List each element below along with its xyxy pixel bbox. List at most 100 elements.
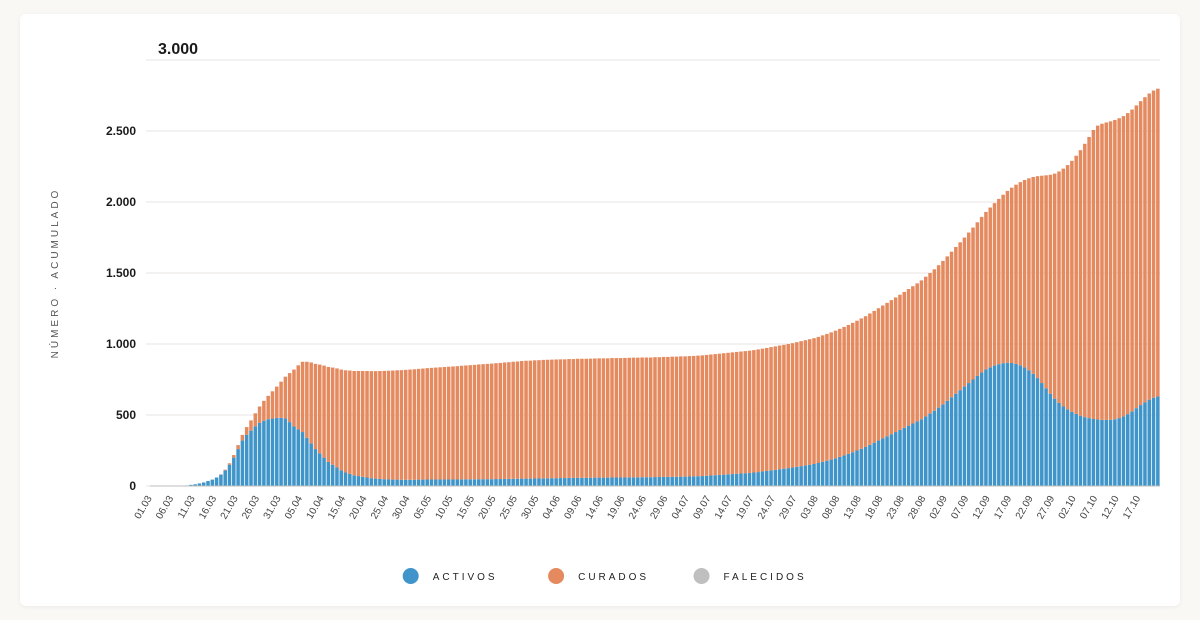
bar-activos [447, 479, 451, 486]
y-tick-label: 1.500 [106, 266, 136, 280]
bar-activos [688, 476, 692, 486]
bar-curados [1147, 94, 1151, 400]
legend-swatch-falecidos [694, 568, 710, 584]
bar-curados [675, 357, 679, 477]
bar-curados [954, 247, 958, 394]
bar-curados [1062, 169, 1066, 407]
bar-activos [782, 469, 786, 486]
bar-activos [344, 473, 348, 486]
bar-activos [623, 477, 627, 486]
bar-activos [743, 473, 747, 486]
bar-activos [1031, 374, 1035, 486]
bar-activos [1135, 408, 1139, 486]
bar-activos [860, 449, 864, 486]
bar-activos [907, 426, 911, 486]
bar-curados [464, 365, 468, 479]
bar-activos [842, 455, 846, 486]
x-tick-label: 16.03 [197, 494, 219, 522]
bar-curados [486, 364, 490, 479]
bar-curados [924, 277, 928, 417]
bar-curados [507, 362, 511, 479]
bar-activos [928, 414, 932, 486]
bar-activos [258, 423, 262, 486]
bar-activos [348, 474, 352, 486]
bar-activos [537, 478, 541, 486]
x-tick-label: 04.07 [670, 494, 692, 522]
bar-curados [245, 427, 249, 435]
bar-activos [1139, 405, 1143, 486]
bar-activos [580, 478, 584, 486]
bar-curados [804, 340, 808, 465]
bar-activos [284, 419, 288, 486]
bar-activos [370, 478, 374, 486]
bar-activos [937, 408, 941, 486]
x-tick-label: 19.07 [734, 494, 756, 522]
bar-curados [933, 269, 937, 410]
bar-activos [206, 481, 210, 486]
bar-activos [1087, 418, 1091, 486]
x-tick-label: 05.04 [283, 494, 305, 522]
bar-curados [976, 222, 980, 376]
bar-curados [1109, 121, 1113, 419]
bar-curados [511, 362, 515, 479]
bar-activos [524, 479, 528, 486]
bar-curados [468, 365, 472, 479]
bar-curados [692, 356, 696, 476]
bar-activos [1109, 420, 1113, 486]
bar-activos [456, 479, 460, 486]
bar-activos [954, 394, 958, 486]
bar-activos [339, 470, 343, 486]
bar-curados [988, 208, 992, 368]
bar-activos [309, 443, 313, 486]
bar-curados [275, 387, 279, 418]
bar-curados [413, 369, 417, 479]
bar-activos [713, 475, 717, 486]
bar-curados [705, 355, 709, 476]
bar-activos [941, 404, 945, 486]
bar-activos [382, 479, 386, 486]
bar-activos [468, 479, 472, 486]
bar-curados [1014, 185, 1018, 364]
bar-curados [292, 370, 296, 427]
bar-activos [563, 478, 567, 486]
legend-label-curados: CURADOS [578, 572, 649, 583]
bar-activos [1049, 394, 1053, 486]
x-tick-label: 10.05 [434, 494, 456, 522]
bar-curados [391, 371, 395, 480]
bar-activos [1100, 420, 1104, 486]
bar-curados [1143, 97, 1147, 402]
bar-curados [640, 357, 644, 477]
bar-activos [443, 479, 447, 486]
bar-curados [696, 356, 700, 477]
bar-activos [722, 475, 726, 486]
bar-curados [658, 357, 662, 477]
bar-curados [782, 345, 786, 469]
bar-curados [1066, 165, 1070, 409]
bar-curados [709, 355, 713, 476]
bar-activos [395, 480, 399, 486]
bar-activos [799, 466, 803, 486]
bar-curados [503, 362, 507, 478]
x-tick-label: 23.08 [885, 494, 907, 522]
bar-activos [885, 436, 889, 486]
bar-activos [451, 479, 455, 486]
bar-curados [881, 306, 885, 439]
bar-curados [911, 286, 915, 423]
x-tick-label: 29.06 [648, 494, 670, 522]
bar-curados [322, 366, 326, 458]
bar-curados [1036, 176, 1040, 378]
bar-activos [1027, 370, 1031, 486]
bar-activos [494, 479, 498, 486]
bar-activos [817, 463, 821, 486]
bar-curados [679, 356, 683, 476]
bar-curados [713, 354, 717, 475]
bar-activos [1143, 402, 1147, 486]
x-tick-label: 24.06 [627, 494, 649, 522]
bar-curados [838, 329, 842, 457]
legend-label-activos: ACTIVOS [433, 572, 498, 583]
bar-curados [963, 238, 967, 387]
bar-activos [417, 480, 421, 486]
bar-curados [817, 337, 821, 463]
bar-curados [993, 203, 997, 365]
x-tick-label: 10.04 [305, 494, 327, 522]
